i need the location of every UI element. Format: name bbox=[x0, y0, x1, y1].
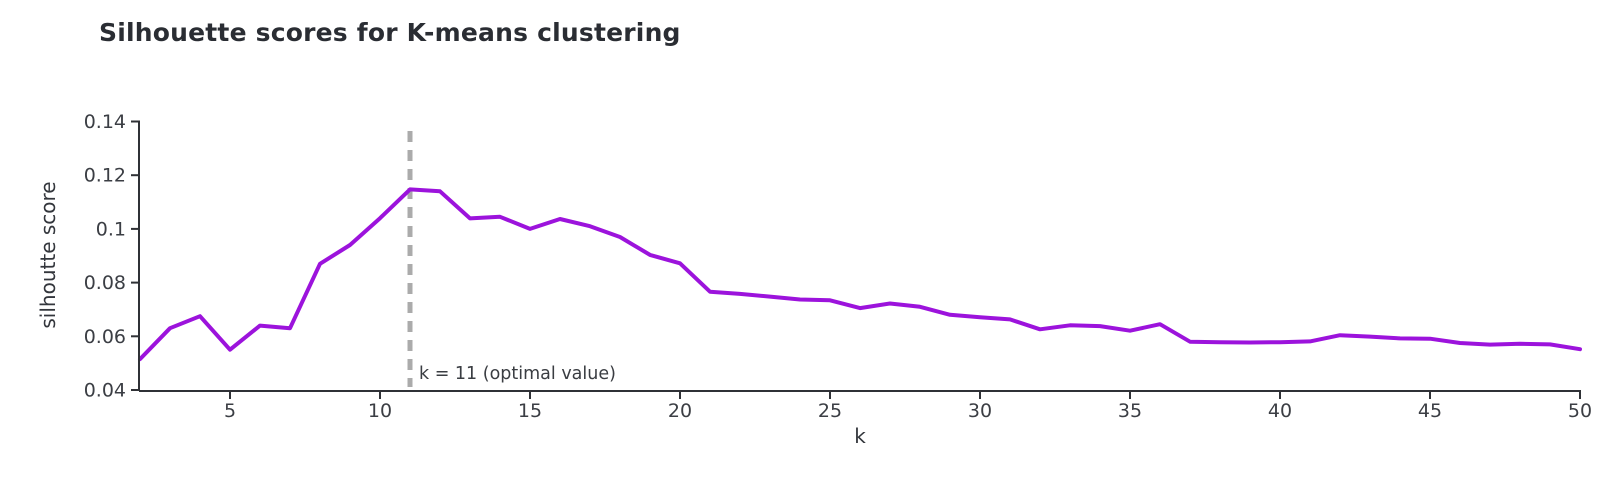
x-tick-label: 40 bbox=[1268, 400, 1292, 422]
x-tick-label: 15 bbox=[518, 400, 542, 422]
x-axis-title: k bbox=[854, 424, 866, 448]
silhouette-score-line bbox=[138, 187, 1582, 362]
y-tick-label: 0.12 bbox=[84, 165, 126, 187]
x-tick-label: 35 bbox=[1118, 400, 1142, 422]
x-tick-label: 5 bbox=[224, 400, 236, 422]
chart-title: Silhouette scores for K-means clustering bbox=[99, 18, 681, 47]
x-tick-label: 20 bbox=[668, 400, 692, 422]
x-tick-label: 10 bbox=[368, 400, 392, 422]
y-tick-label: 0.08 bbox=[84, 272, 126, 294]
optimal-k-annotation: k = 11 (optimal value) bbox=[419, 364, 616, 384]
x-tick-label: 50 bbox=[1568, 400, 1592, 422]
x-tick-label: 25 bbox=[818, 400, 842, 422]
x-tick-label: 45 bbox=[1418, 400, 1442, 422]
x-tick-label: 30 bbox=[968, 400, 992, 422]
y-tick-label: 0.14 bbox=[84, 111, 126, 133]
y-tick-label: 0.04 bbox=[84, 380, 126, 402]
y-tick-label: 0.1 bbox=[96, 218, 126, 240]
y-tick-label: 0.06 bbox=[84, 326, 126, 348]
